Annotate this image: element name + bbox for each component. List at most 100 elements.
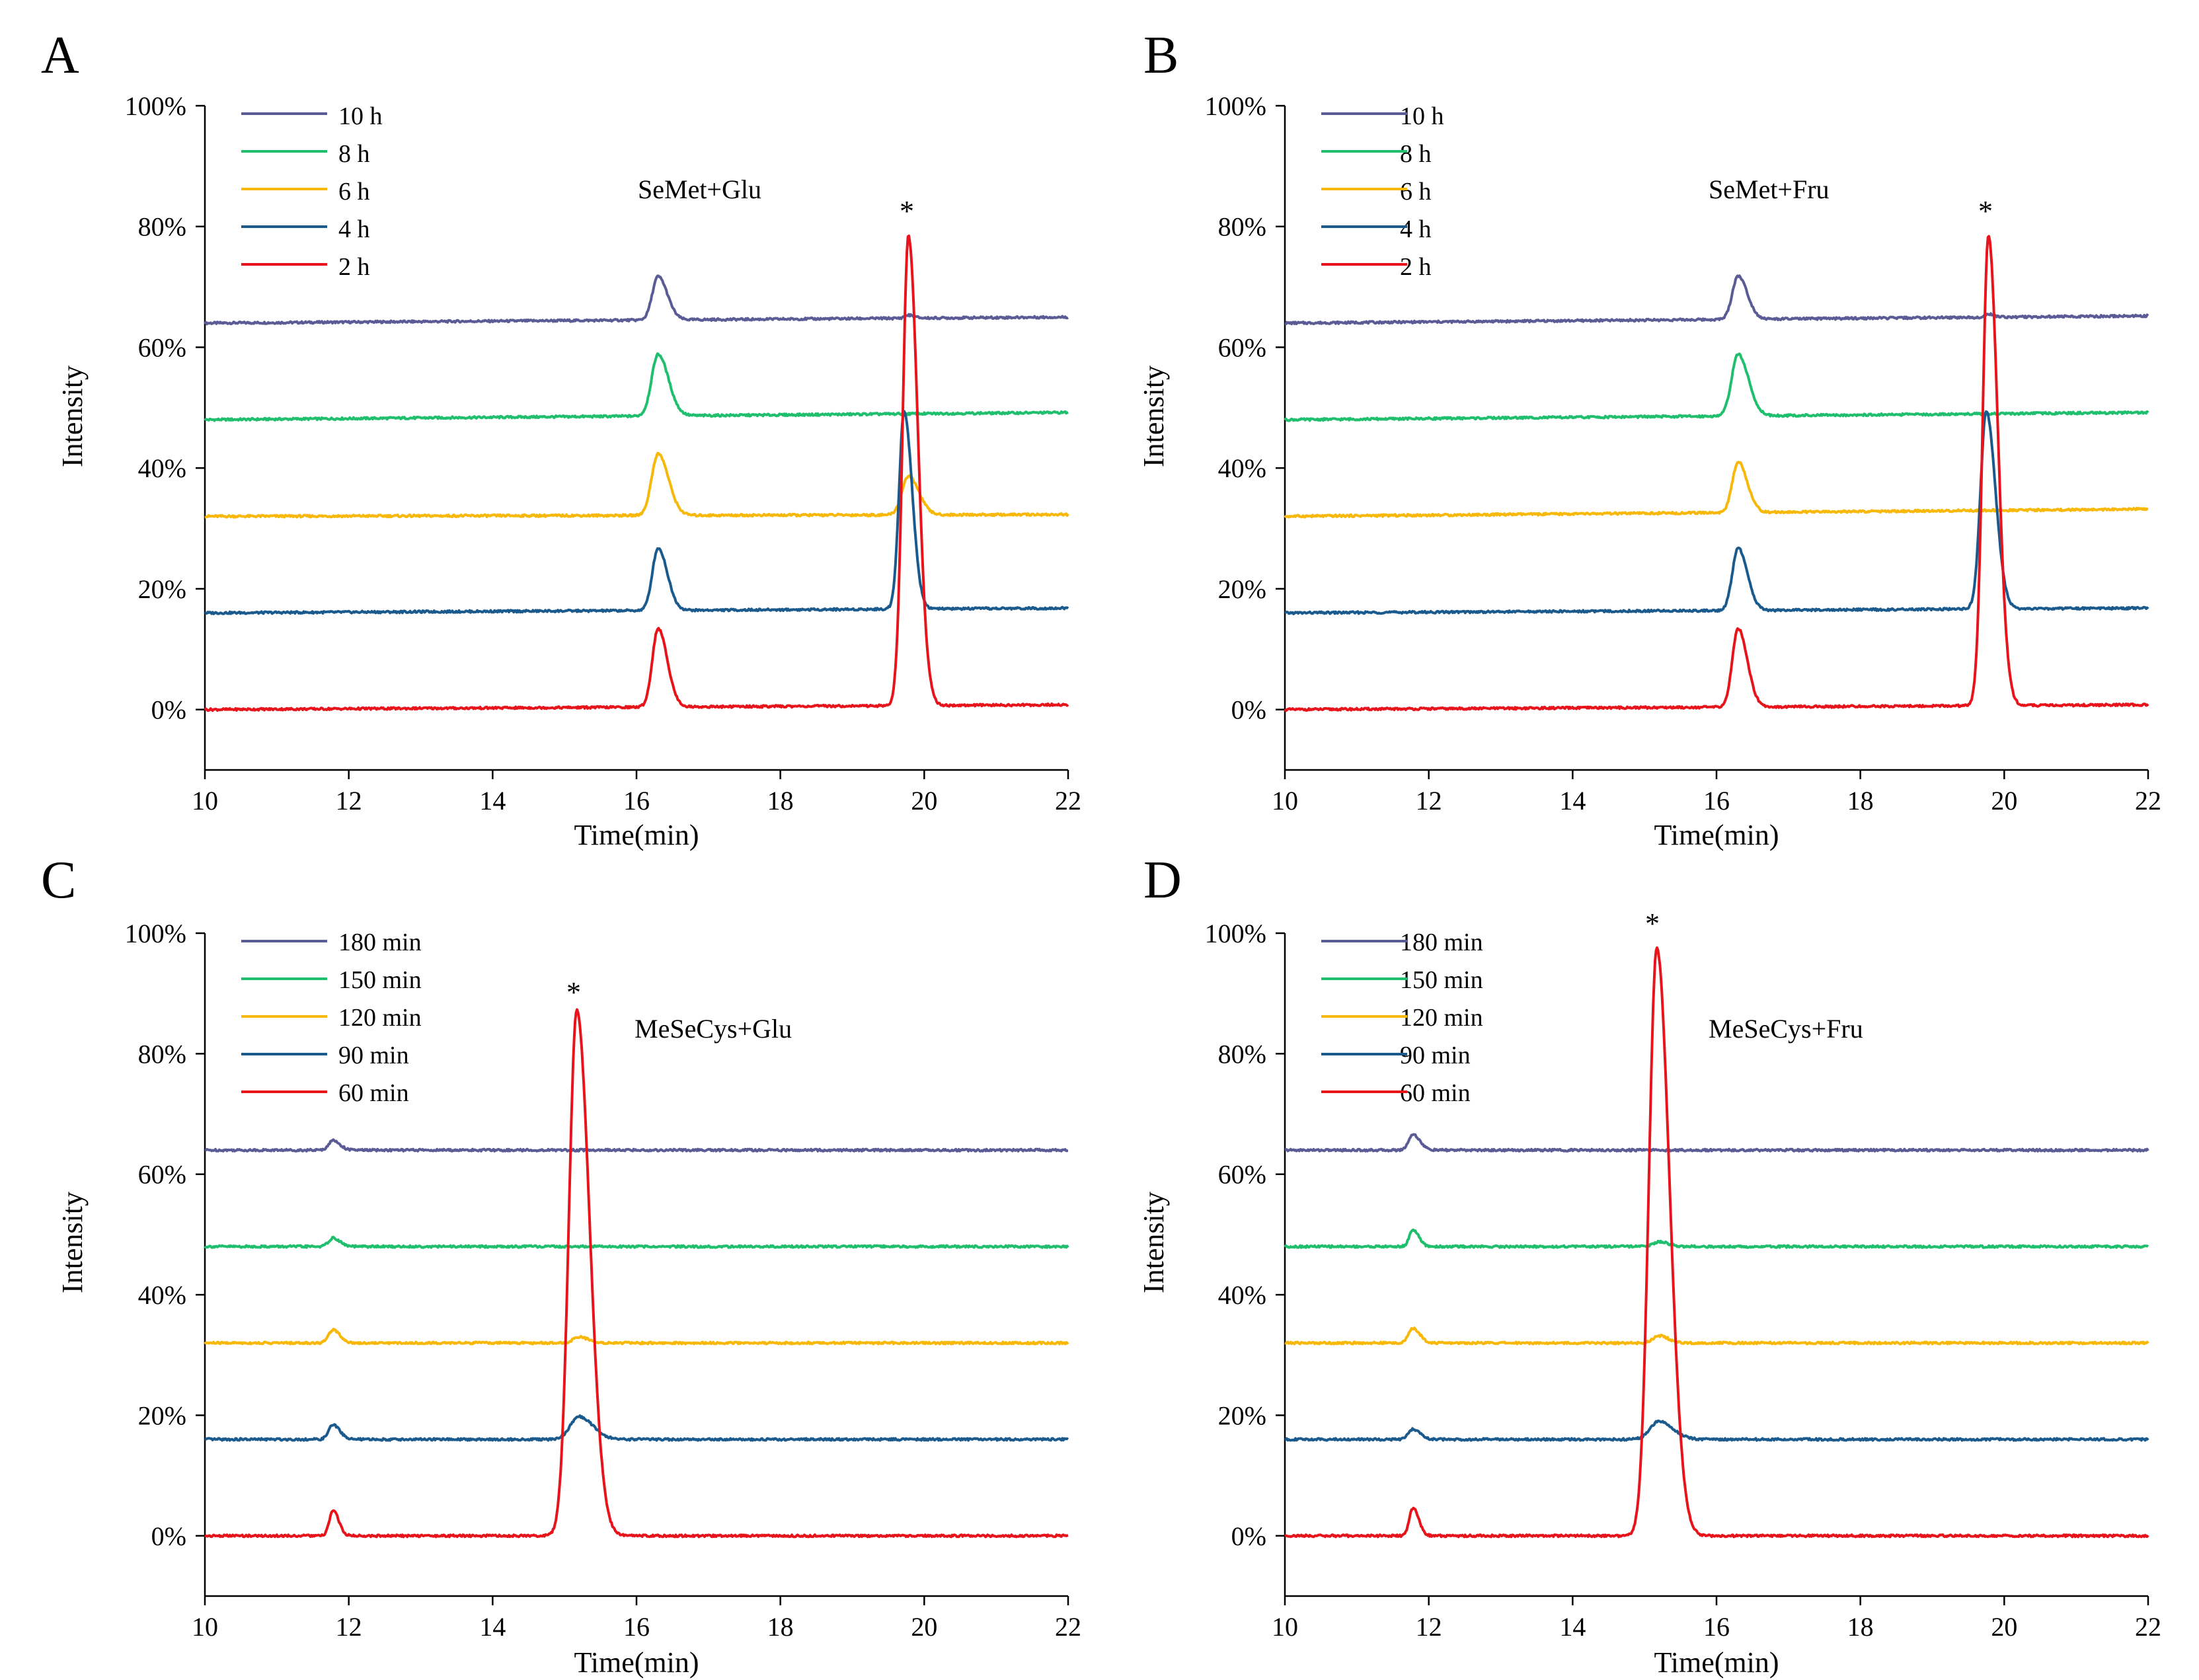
y-tick-label: 40% <box>138 1280 186 1310</box>
series-line-180-min <box>1284 1133 2149 1153</box>
legend-label: 6 h <box>1400 178 1432 206</box>
panel-b: B SeMet+Fru Time(min) Intensity 10 h 8 h… <box>1138 26 1993 851</box>
x-tick-label: 10 <box>1272 786 1298 816</box>
legend-label: 90 min <box>1400 1042 1471 1069</box>
peak-marker: * <box>1978 195 1993 227</box>
legend-label: 60 min <box>1400 1079 1471 1107</box>
x-tick-label: 16 <box>1703 786 1730 816</box>
y-tick-label: 60% <box>138 1160 186 1190</box>
series-line-8-h <box>1284 352 2149 422</box>
x-tick-label: 14 <box>1559 1612 1586 1642</box>
panel-a: A SeMet+Glu Time(min) Intensity 10 h 8 h… <box>41 26 914 851</box>
y-tick-label: 20% <box>138 1400 186 1430</box>
y-tick-label: 20% <box>1218 574 1266 604</box>
series-line-2-h <box>204 234 1069 712</box>
x-tick-label: 18 <box>1847 1612 1874 1642</box>
x-tick-label: 16 <box>1703 1612 1730 1642</box>
y-tick-label: 40% <box>1218 453 1266 483</box>
y-tick-label: 100% <box>1205 919 1266 948</box>
x-tick-label: 16 <box>623 786 650 816</box>
y-tick-label: 0% <box>151 1521 186 1551</box>
series-line-10-h <box>204 274 1069 326</box>
x-tick-label: 20 <box>1991 1612 2017 1642</box>
x-tick-label: 22 <box>1055 786 1081 816</box>
panel-letter: A <box>41 26 79 85</box>
series-line-6-h <box>1284 461 2149 519</box>
x-tick-label: 12 <box>1416 786 1442 816</box>
legend-label: 60 min <box>338 1079 409 1107</box>
panel-letter: D <box>1143 851 1182 909</box>
panel-letter: B <box>1143 26 1178 85</box>
y-tick-label: 100% <box>125 919 186 948</box>
x-tick-label: 12 <box>1416 1612 1442 1642</box>
legend: 10 h 8 h 6 h 4 h 2 h <box>338 102 383 281</box>
x-tick-label: 10 <box>192 786 218 816</box>
series-line-60-min <box>1284 946 2149 1539</box>
x-axis-title: Time(min) <box>574 819 699 851</box>
legend-label: 6 h <box>338 178 370 206</box>
sample-annotation: MeSeCys+Glu <box>635 1014 792 1044</box>
y-tick-label: 80% <box>138 1039 186 1069</box>
y-tick-label: 20% <box>138 574 186 604</box>
y-tick-label: 40% <box>138 453 186 483</box>
legend: 180 min 150 min 120 min 90 min 60 min <box>1400 929 1483 1107</box>
series-line-90-min <box>204 1414 1069 1442</box>
y-tick-label: 0% <box>1231 1521 1266 1551</box>
series-line-120-min <box>1284 1326 2149 1346</box>
y-tick-label: 0% <box>151 695 186 725</box>
legend-label: 4 h <box>1400 215 1432 243</box>
legend-label: 180 min <box>338 929 422 956</box>
legend-label: 8 h <box>338 140 370 168</box>
x-axis-title: Time(min) <box>1654 819 1779 851</box>
x-axis-title: Time(min) <box>1654 1646 1779 1679</box>
x-tick-label: 10 <box>1272 1612 1298 1642</box>
x-tick-label: 20 <box>911 1612 937 1642</box>
legend-label: 90 min <box>338 1042 409 1069</box>
sample-annotation: SeMet+Glu <box>638 174 761 204</box>
sample-annotation: MeSeCys+Fru <box>1709 1014 1863 1044</box>
legend-label: 4 h <box>338 215 370 243</box>
series-line-2-h <box>1284 235 2149 712</box>
panel-c: C MeSeCys+Glu Time(min) Intensity 180 mi… <box>41 851 792 1679</box>
legend-label: 150 min <box>338 966 422 994</box>
y-tick-label: 60% <box>1218 332 1266 362</box>
y-tick-label: 0% <box>1231 695 1266 725</box>
y-tick-label: 100% <box>1205 91 1266 121</box>
y-tick-label: 80% <box>138 212 186 242</box>
legend-label: 10 h <box>1400 102 1444 130</box>
x-axis-title: Time(min) <box>574 1646 699 1679</box>
x-tick-label: 10 <box>192 1612 218 1642</box>
plot-area: 10 12 14 16 18 20 22 0% 20% 40% 60% 80% 100% <box>125 919 1081 1642</box>
x-tick-label: 12 <box>336 786 362 816</box>
x-tick-label: 18 <box>767 1612 794 1642</box>
y-tick-label: 60% <box>138 332 186 362</box>
x-tick-label: 22 <box>2135 1612 2161 1642</box>
y-tick-label: 80% <box>1218 212 1266 242</box>
y-axis-title: Intensity <box>1138 365 1170 467</box>
panel-d: D MeSeCys+Fru Time(min) Intensity 180 mi… <box>1138 851 1863 1679</box>
legend: 10 h 8 h 6 h 4 h 2 h <box>1400 102 1444 281</box>
y-tick-label: 20% <box>1218 1400 1266 1430</box>
x-tick-label: 14 <box>479 1612 506 1642</box>
plot-area: 10 12 14 16 18 20 22 0% 20% 40% 60% 80% 100% <box>1205 919 2161 1642</box>
y-tick-label: 60% <box>1218 1160 1266 1190</box>
y-axis-title: Intensity <box>56 1192 89 1293</box>
series-line-8-h <box>204 352 1069 422</box>
legend: 180 min 150 min 120 min 90 min 60 min <box>338 929 422 1107</box>
x-tick-label: 14 <box>1559 786 1586 816</box>
y-tick-label: 40% <box>1218 1280 1266 1310</box>
panel-letter: C <box>41 851 76 909</box>
x-tick-label: 16 <box>623 1612 650 1642</box>
series-line-10-h <box>1284 274 2149 326</box>
sample-annotation: SeMet+Fru <box>1709 174 1830 204</box>
legend-label: 8 h <box>1400 140 1432 168</box>
y-axis-title: Intensity <box>1138 1192 1170 1293</box>
y-tick-label: 80% <box>1218 1039 1266 1069</box>
peak-marker: * <box>566 976 581 1009</box>
x-tick-label: 20 <box>1991 786 2017 816</box>
series-line-120-min <box>204 1328 1069 1346</box>
series-line-6-h <box>204 451 1069 519</box>
legend-label: 150 min <box>1400 966 1483 994</box>
x-tick-label: 18 <box>767 786 794 816</box>
